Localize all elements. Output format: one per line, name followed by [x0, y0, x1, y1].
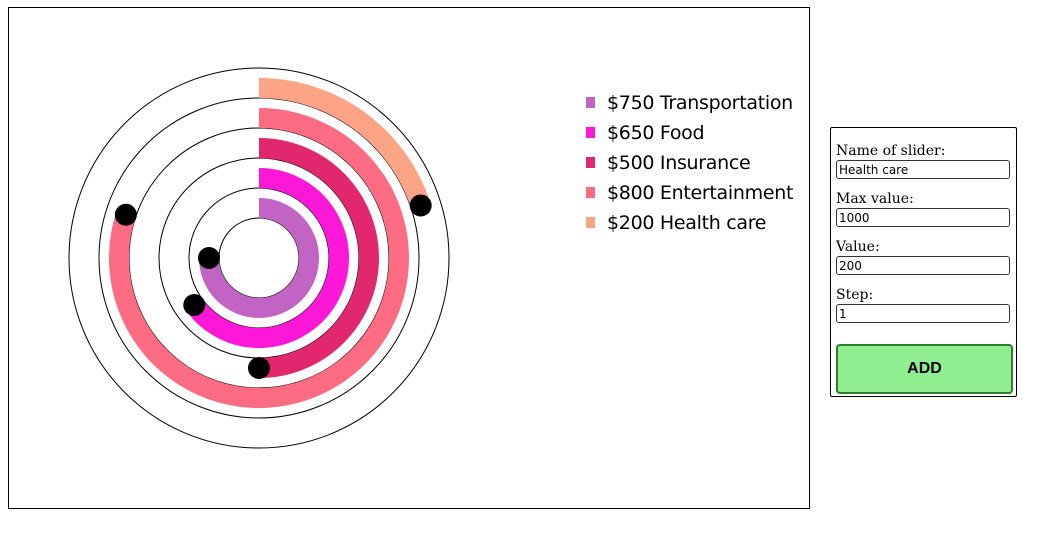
slider-arc-health-care	[258, 78, 431, 209]
slider-arc-insurance	[258, 138, 379, 378]
value-label: Value:	[836, 239, 880, 255]
legend-item-entertainment: $800 Entertainment	[586, 178, 793, 208]
legend-swatch-transportation	[586, 96, 595, 108]
track-inner-entertainment	[128, 127, 390, 389]
slider-knob-food[interactable]	[183, 294, 206, 317]
legend: $750 Transportation $650 Food $500 Insuran…	[586, 88, 793, 238]
slider-knob-transportation[interactable]	[198, 247, 220, 269]
legend-label-entertainment: $800 Entertainment	[607, 182, 794, 204]
add-button[interactable]: ADD	[836, 344, 1013, 394]
legend-item-health-care: $200 Health care	[586, 208, 793, 238]
slider-arc-food	[186, 168, 349, 348]
slider-knob-entertainment[interactable]	[114, 203, 137, 226]
name-label: Name of slider:	[836, 143, 946, 159]
name-input[interactable]	[836, 160, 1010, 179]
slider-knob-insurance[interactable]	[248, 357, 270, 379]
legend-swatch-insurance	[586, 156, 595, 168]
slider-arc-entertainment	[109, 108, 409, 408]
legend-swatch-entertainment	[586, 186, 595, 198]
legend-item-food: $650 Food	[586, 118, 793, 148]
step-input[interactable]	[836, 304, 1010, 323]
legend-label-insurance: $500 Insurance	[607, 152, 751, 174]
step-label: Step:	[836, 287, 874, 303]
legend-swatch-food	[586, 126, 595, 138]
max-value-label: Max value:	[836, 191, 914, 207]
circular-sliders[interactable]	[9, 8, 809, 508]
track-outer-ring	[68, 67, 450, 449]
legend-label-transportation: $750 Transportation	[607, 92, 793, 114]
track-inner-transportation	[218, 217, 300, 299]
max-value-input[interactable]	[836, 208, 1010, 227]
legend-label-health-care: $200 Health care	[607, 212, 767, 234]
value-input[interactable]	[836, 256, 1010, 275]
slider-canvas[interactable]: $750 Transportation $650 Food $500 Insuran…	[8, 7, 810, 509]
legend-label-food: $650 Food	[607, 122, 705, 144]
legend-item-insurance: $500 Insurance	[586, 148, 793, 178]
slider-arc-transportation	[199, 198, 319, 318]
legend-swatch-health-care	[586, 216, 595, 228]
add-slider-form: Name of slider: Max value: Value: Step: …	[830, 127, 1017, 397]
legend-item-transportation: $750 Transportation	[586, 88, 793, 118]
slider-knob-health-care[interactable]	[409, 194, 432, 217]
